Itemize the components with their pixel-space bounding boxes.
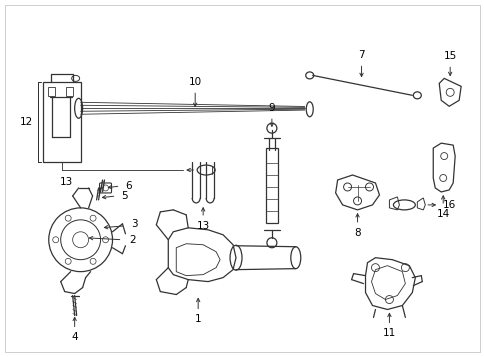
- Text: 5: 5: [121, 191, 127, 201]
- Text: 7: 7: [358, 50, 364, 60]
- Text: 14: 14: [436, 209, 449, 219]
- Text: 2: 2: [129, 235, 136, 245]
- Text: 13: 13: [196, 221, 210, 231]
- Text: 15: 15: [443, 51, 456, 61]
- Text: 12: 12: [20, 117, 33, 127]
- Text: 10: 10: [188, 77, 201, 87]
- Text: 9: 9: [268, 103, 274, 113]
- Bar: [43, 82, 80, 162]
- Text: 11: 11: [382, 328, 395, 338]
- Text: 13: 13: [60, 177, 73, 187]
- Text: 16: 16: [442, 200, 455, 210]
- Text: 8: 8: [353, 228, 360, 238]
- Text: 3: 3: [131, 219, 137, 229]
- Bar: [265, 148, 277, 223]
- Text: 6: 6: [125, 181, 132, 191]
- Text: 1: 1: [195, 315, 201, 325]
- Text: 4: 4: [71, 332, 78, 342]
